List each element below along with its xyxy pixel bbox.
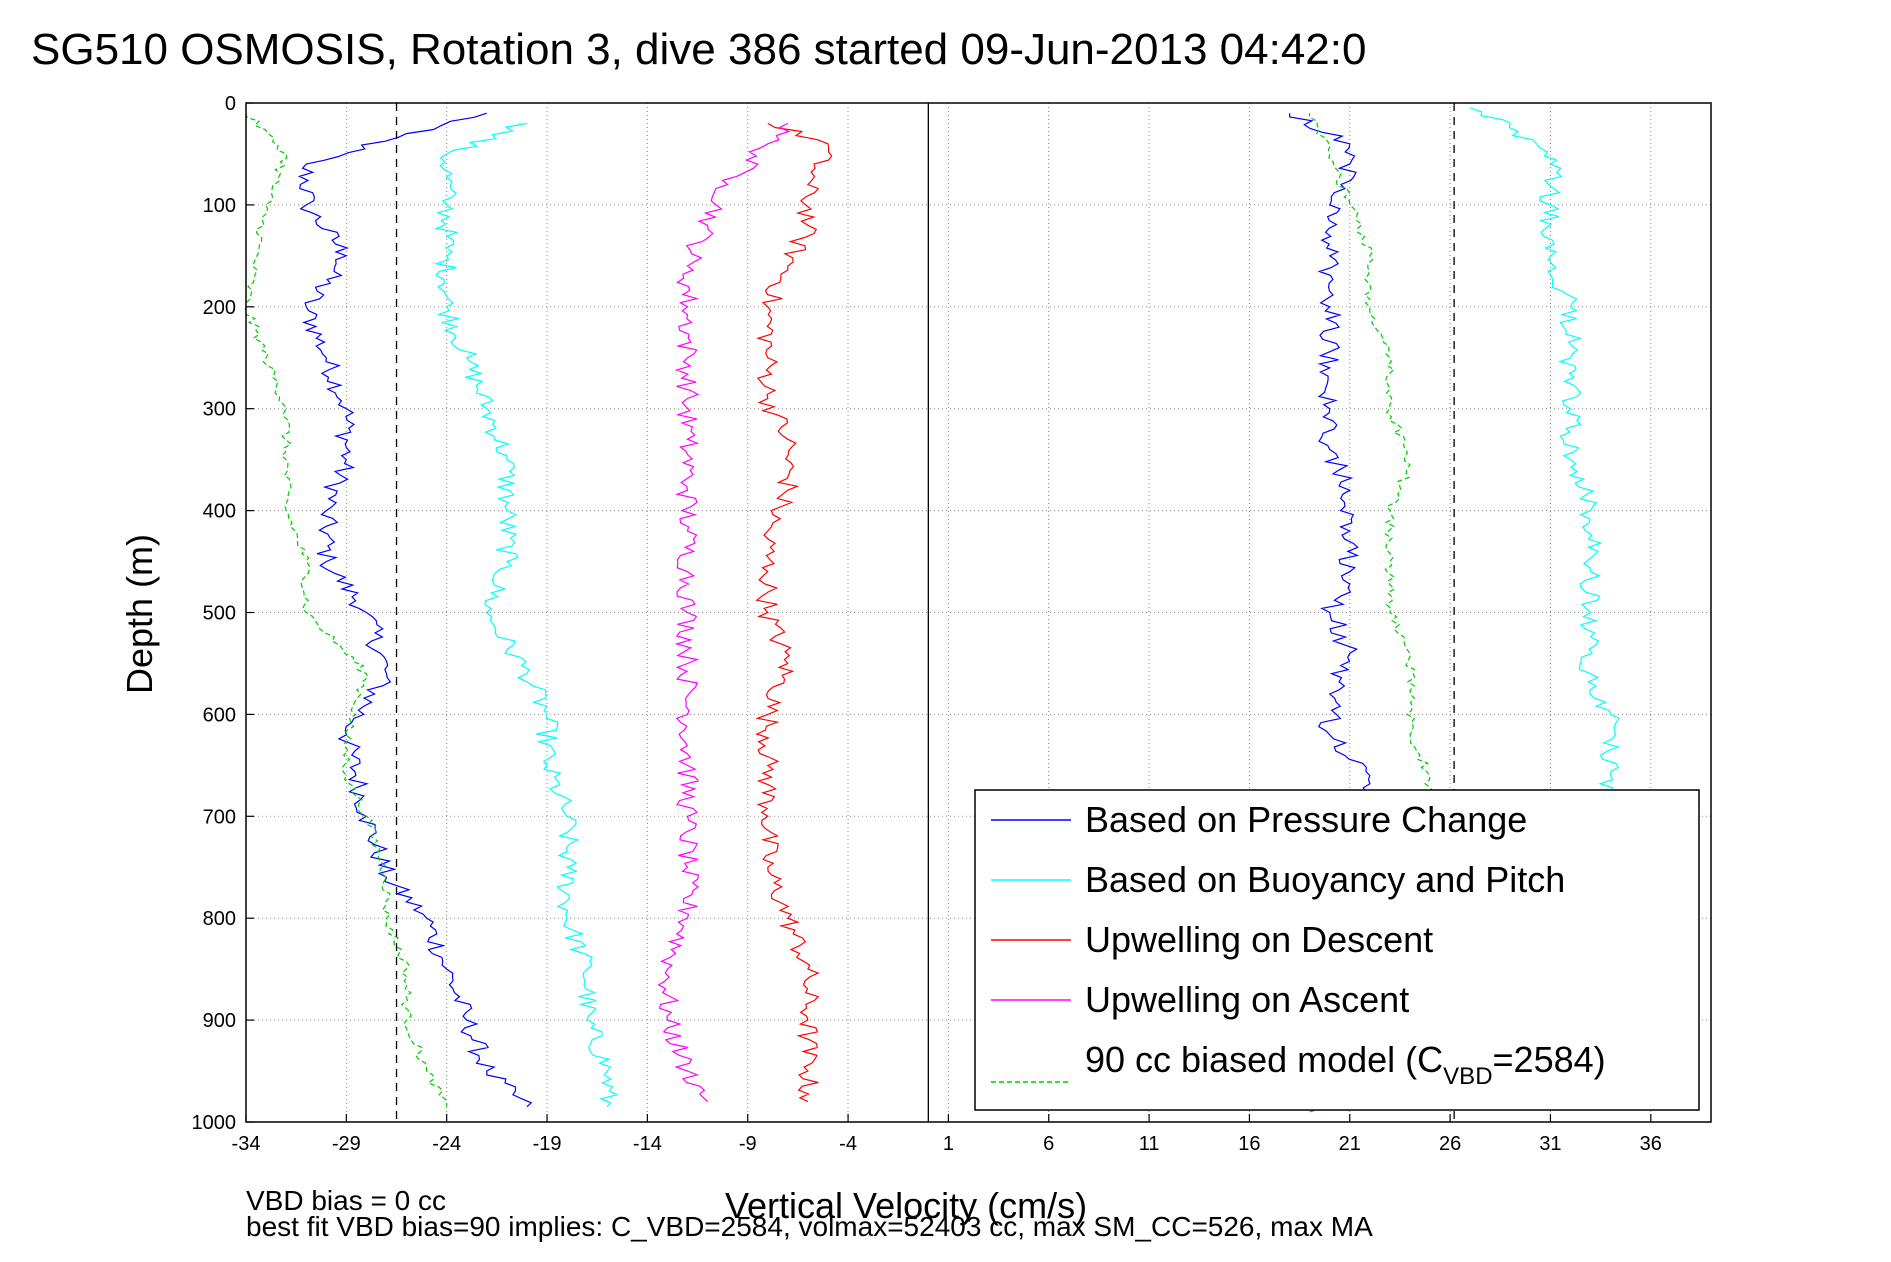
series-line-upwelling_descent [755, 122, 833, 1103]
y-tick-label: 500 [203, 603, 236, 625]
x-tick-labels: -34 -29 -24 -19 -14 -9 -4 1 6 11 16 21 26 31 36 [232, 1133, 1662, 1155]
x-tick-label: -14 [633, 1133, 662, 1155]
legend-label-suffix: =2584) [1493, 1039, 1606, 1080]
y-tick-label: 300 [203, 399, 236, 421]
chart-title: SG510 OSMOSIS, Rotation 3, dive 386 star… [31, 25, 1366, 74]
y-tick-label: 1000 [192, 1112, 237, 1134]
x-tick-label: 36 [1640, 1133, 1662, 1155]
series-line-pressure_descent [297, 112, 533, 1108]
x-axis-label: Vertical Velocity (cm/s) [725, 1185, 1087, 1226]
x-tick-label: -24 [432, 1133, 461, 1155]
x-tick-label: 11 [1139, 1133, 1160, 1155]
x-tick-label: 6 [1043, 1133, 1054, 1155]
x-tick-label: -19 [533, 1133, 562, 1155]
x-tick-label: 16 [1238, 1133, 1260, 1155]
legend-box [974, 789, 1700, 1111]
y-tick-label: 800 [203, 908, 236, 930]
legend-label: Upwelling on Ascent [1085, 979, 1409, 1020]
y-tick-label: 0 [225, 93, 236, 115]
legend-label: Based on Pressure Change [1085, 799, 1527, 840]
y-tick-label: 600 [203, 704, 236, 726]
x-tick-label: -29 [332, 1133, 361, 1155]
legend-label: Based on Buoyancy and Pitch [1085, 859, 1565, 900]
series-line-model_descent [244, 113, 448, 1107]
y-tick-labels: 0 100 200 300 400 500 600 700 800 900 1000 [192, 93, 237, 1134]
y-tick-label: 100 [203, 195, 236, 217]
x-tick-label: -34 [232, 1133, 261, 1155]
y-tick-label: 900 [203, 1010, 236, 1032]
x-tick-label: 21 [1339, 1133, 1361, 1155]
plot-frame [245, 102, 1712, 1123]
reference-lines [395, 103, 1455, 1122]
legend-label: 90 cc biased model (CVBD=2584) [1085, 1039, 1606, 1090]
x-tick-label: 1 [943, 1133, 954, 1155]
y-axis-label: Depth (m) [119, 534, 160, 694]
legend: Based on Pressure Change Based on Buoyanc… [974, 789, 1700, 1111]
x-tick-label: 31 [1539, 1133, 1561, 1155]
legend-label-prefix: 90 cc biased model (C [1085, 1039, 1443, 1080]
legend-label: Upwelling on Descent [1085, 919, 1433, 960]
legend-label-subscript: VBD [1443, 1063, 1492, 1090]
y-tick-label: 200 [203, 297, 236, 319]
x-tick-label: 26 [1439, 1133, 1461, 1155]
x-tick-label: -9 [739, 1133, 757, 1155]
best-fit-note: best fit VBD bias=90 implies: C_VBD=2584… [246, 1211, 1373, 1242]
y-tick-label: 700 [203, 806, 236, 828]
vbd-bias-note: VBD bias = 0 cc [246, 1185, 446, 1216]
series-line-upwelling_ascent [657, 122, 791, 1103]
x-tick-label: -4 [839, 1133, 857, 1155]
series-line-buoyancy_descent [434, 122, 619, 1108]
y-tick-label: 400 [203, 501, 236, 523]
